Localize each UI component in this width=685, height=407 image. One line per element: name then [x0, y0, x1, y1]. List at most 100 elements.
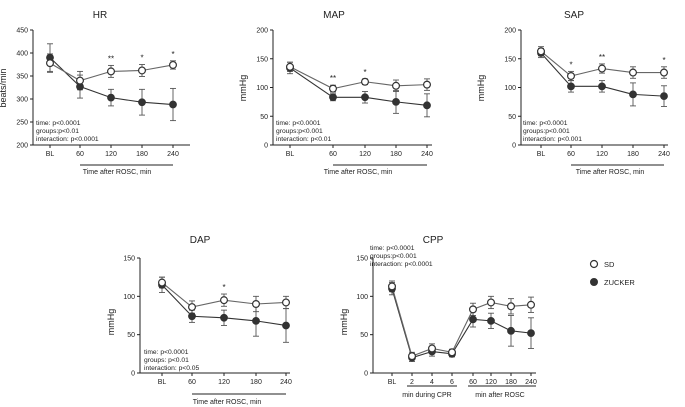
- hr-significance-marker: *: [140, 54, 143, 63]
- cpp-stat-groups: groups:p<0.001: [370, 253, 417, 260]
- dap-x-label: Time after ROSC, min: [193, 399, 262, 406]
- hr-stats: time: p<0.0001 groups:p<0.01 interaction…: [36, 120, 99, 143]
- hr-sd-point: [45, 59, 54, 68]
- cpp-x-tick-label: 180: [505, 379, 517, 386]
- sap-x-tick-label: 180: [627, 151, 639, 158]
- dap-x-tick-label: 60: [188, 379, 196, 386]
- cpp-sd-line: [391, 286, 532, 357]
- cpp-y-label: mmHg: [339, 309, 349, 336]
- map-zucker-point: [361, 93, 369, 102]
- map-x-tick-label: 60: [329, 151, 337, 158]
- sap-sd-point: [628, 68, 637, 77]
- map-title: MAP: [323, 10, 345, 21]
- dap-significance-marker: *: [222, 283, 225, 292]
- dap-stats: time: p<0.0001 groups: p<0.01 interactio…: [144, 349, 199, 372]
- cpp-y-tick-label: 50: [360, 332, 368, 339]
- legend-sd-label: SD: [604, 260, 615, 269]
- map-x-tick-label: 120: [359, 151, 371, 158]
- cpp-sd-point: [507, 302, 516, 311]
- cpp-x-label-rosc: min after ROSC: [475, 392, 524, 399]
- hr-y-label: beats/min: [0, 68, 8, 107]
- cpp-y-tick-label: 150: [356, 256, 368, 263]
- dap-panel: DAP mmHg Time after ROSC, min time: p<0.…: [106, 235, 292, 406]
- dap-x-tick-label: BL: [158, 379, 167, 386]
- map-zucker-point: [392, 97, 400, 106]
- map-sd-point: [361, 77, 370, 86]
- dap-sd-point: [252, 300, 261, 309]
- map-stat-time: time: p<0.0001: [276, 120, 321, 127]
- cpp-sd-point: [388, 282, 397, 291]
- map-sd-line: [289, 66, 428, 90]
- legend-sd-marker: [589, 259, 599, 269]
- hr-x-tick-label: 180: [136, 151, 148, 158]
- dap-y-tick-label: 50: [127, 332, 135, 339]
- sap-stats: time: p<0.0001 groups:p<0.001 interactio…: [523, 120, 582, 143]
- cpp-zucker-point: [469, 315, 477, 324]
- cpp-x-tick-label: 60: [469, 379, 477, 386]
- cpp-y-tick-label: 0: [364, 371, 368, 378]
- legend: SD ZUCKER: [589, 259, 635, 287]
- cpp-stats: time: p<0.0001 groups:p<0.001 interactio…: [370, 245, 433, 268]
- hr-significance-marker: *: [171, 50, 174, 59]
- cpp-x-tick-label: 4: [430, 379, 434, 386]
- map-y-tick-label: 0: [264, 143, 268, 150]
- hr-panel: HR beats/min Time after ROSC, min time: …: [0, 10, 190, 176]
- hr-y-tick-label: 450: [16, 28, 28, 35]
- hr-sd-point: [169, 60, 178, 69]
- sap-sd-point: [659, 68, 668, 77]
- sap-sd-point: [597, 64, 606, 73]
- map-sd-point: [392, 81, 401, 90]
- sap-y-tick-label: 150: [504, 56, 516, 63]
- hr-zucker-point: [169, 100, 177, 109]
- dap-sd-point: [220, 296, 229, 305]
- map-x-tick-label: 180: [390, 151, 402, 158]
- map-x-tick-label: 240: [421, 151, 433, 158]
- hr-x-label: Time after ROSC, min: [83, 169, 152, 176]
- sap-stat-interaction: interaction: p<0.001: [523, 136, 582, 143]
- cpp-x-tick-label: 120: [485, 379, 497, 386]
- hr-stat-interaction: interaction: p<0.0001: [36, 136, 99, 143]
- cpp-sd-point: [448, 348, 457, 357]
- sap-title: SAP: [564, 10, 584, 21]
- sap-y-tick-label: 200: [504, 28, 516, 35]
- dap-title: DAP: [190, 235, 211, 246]
- legend-zucker-label: ZUCKER: [604, 278, 635, 287]
- map-significance-marker: *: [363, 68, 366, 77]
- cpp-x-tick-label: BL: [388, 379, 397, 386]
- hr-y-tick-label: 250: [16, 120, 28, 127]
- cpp-sd-point: [526, 300, 535, 309]
- map-zucker-point: [329, 93, 337, 102]
- map-stats: time: p<0.0001 groups:p<0.001 interactio…: [276, 120, 331, 143]
- dap-y-label: mmHg: [106, 309, 116, 336]
- hr-title: HR: [93, 10, 107, 21]
- sap-y-tick-label: 50: [508, 114, 516, 121]
- dap-x-tick-label: 120: [218, 379, 230, 386]
- hr-sd-point: [138, 66, 147, 75]
- cpp-stat-interaction: interaction: p<0.0001: [370, 261, 433, 268]
- dap-x-tick-label: 180: [250, 379, 262, 386]
- legend-zucker-marker: [590, 278, 598, 286]
- hr-x-tick-label: 240: [167, 151, 179, 158]
- sap-sd-point: [566, 71, 575, 80]
- map-panel: MAP mmHg Time after ROSC, min time: p<0.…: [238, 10, 433, 176]
- cpp-sd-point: [469, 305, 478, 314]
- cpp-x-label-cpr: min during CPR: [402, 392, 451, 399]
- sap-stat-time: time: p<0.0001: [523, 120, 568, 127]
- dap-zucker-point: [188, 312, 196, 321]
- hr-x-tick-label: BL: [46, 151, 55, 158]
- sap-sd-point: [536, 47, 545, 56]
- dap-zucker-point: [282, 321, 290, 330]
- dap-sd-point: [158, 278, 167, 287]
- hr-sd-point: [75, 76, 84, 85]
- dap-y-tick-label: 150: [123, 256, 135, 263]
- map-y-tick-label: 100: [256, 85, 268, 92]
- dap-zucker-point: [220, 313, 228, 322]
- map-stat-groups: groups:p<0.001: [276, 128, 323, 135]
- dap-stat-time: time: p<0.0001: [144, 349, 189, 356]
- dap-y-tick-label: 100: [123, 294, 135, 301]
- sap-y-tick-label: 0: [512, 143, 516, 150]
- sap-significance-marker: **: [599, 53, 605, 62]
- map-y-tick-label: 200: [256, 28, 268, 35]
- map-sd-point: [423, 80, 432, 89]
